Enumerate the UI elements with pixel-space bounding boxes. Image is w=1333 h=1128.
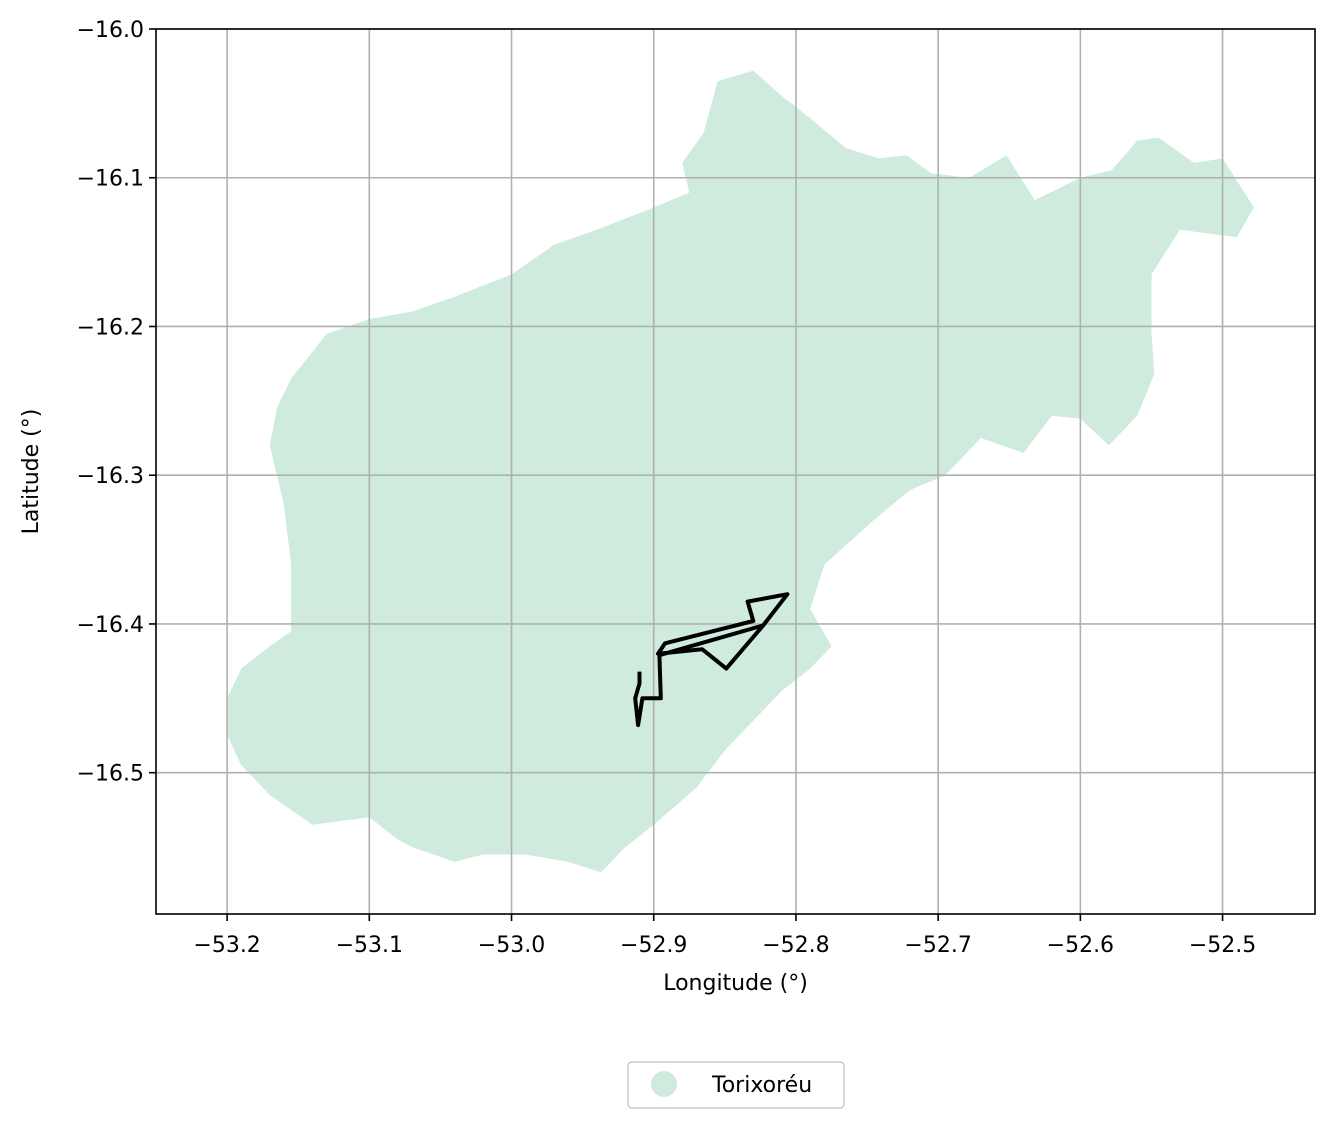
- legend-box: [627, 1061, 845, 1109]
- x-tick-label: −52.8: [762, 933, 829, 958]
- y-tick-label: −16.3: [77, 464, 144, 489]
- legend-marker-torixoreu: [651, 1071, 677, 1097]
- plot-frame: [155, 28, 1316, 915]
- x-tick-label: −52.6: [1047, 933, 1114, 958]
- tick-layer: −53.2 −53.1 −53.0 −52.9 −52.8 −52.7 −52.6 −52.5…: [77, 18, 1257, 958]
- region-layer: [227, 70, 1254, 873]
- y-tick-label: −16.1: [77, 167, 144, 192]
- region-torixoreu: [227, 70, 1254, 873]
- y-tick-label: −16.2: [77, 315, 144, 340]
- outline-polygon: [633, 592, 790, 728]
- legend-label-torixoreu: Torixoréu: [711, 1073, 812, 1098]
- x-tick-label: −52.9: [620, 933, 687, 958]
- outline-layer: [633, 592, 790, 728]
- x-tick-label: −53.1: [336, 933, 403, 958]
- y-tick-label: −16.4: [77, 613, 144, 638]
- y-axis-title: Latitude (°): [19, 409, 44, 535]
- legend: Torixoréu: [627, 1061, 845, 1109]
- x-tick-label: −52.7: [904, 933, 971, 958]
- x-tick-label: −53.0: [478, 933, 545, 958]
- y-tick-label: −16.5: [77, 762, 144, 787]
- x-axis-title: Longitude (°): [663, 971, 808, 996]
- y-tick-label: −16.0: [77, 18, 144, 43]
- x-tick-label: −53.2: [193, 933, 260, 958]
- x-tick-label: −52.5: [1189, 933, 1256, 958]
